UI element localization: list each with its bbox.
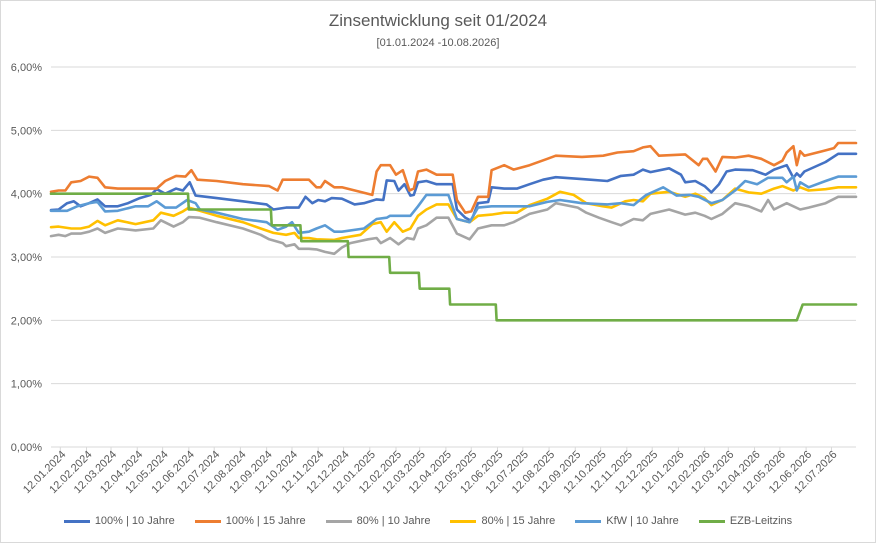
legend-label: 80% | 10 Jahre [356,515,431,527]
chart-legend: 100% | 10 Jahre 100% | 15 Jahre 80% | 10 J… [1,515,875,527]
series-line-1 [49,141,858,214]
y-tick-label: 0,00% [11,442,42,454]
legend-label: 80% | 15 Jahre [481,515,556,527]
legend-label: EZB-Leitzins [729,515,793,527]
y-tick-label: 3,00% [11,252,42,264]
series-line-2 [49,195,858,256]
legend-item: EZB-Leitzins [698,515,793,527]
chart-title: Zinsentwicklung seit 01/2024 [328,11,548,30]
legend-item: KfW | 10 Jahre [575,515,679,527]
legend-label: KfW | 10 Jahre [606,515,679,527]
y-tick-label: 2,00% [11,315,42,327]
y-tick-label: 4,00% [11,189,42,201]
y-tick-label: 6,00% [11,62,42,74]
y-tick-label: 1,00% [11,379,42,391]
legend-swatch [325,519,352,523]
series-line-4 [49,175,858,235]
legend-swatch [194,519,221,523]
chart-subtitle: [01.01.2024 -10.08.2026] [376,37,500,49]
legend-swatch [575,519,602,523]
legend-item: 100% | 15 Jahre [194,515,306,527]
series-line-5 [49,192,858,322]
y-tick-label: 5,00% [11,125,42,137]
legend-item: 80% | 15 Jahre [450,515,555,527]
legend-swatch [698,519,725,523]
legend-item: 100% | 10 Jahre [63,515,175,527]
legend-swatch [450,519,477,523]
legend-item: 80% | 10 Jahre [325,515,431,527]
legend-label: 100% | 10 Jahre [94,515,175,527]
legend-swatch [63,519,90,523]
legend-label: 100% | 15 Jahre [225,515,306,527]
series-line-0 [49,152,858,223]
